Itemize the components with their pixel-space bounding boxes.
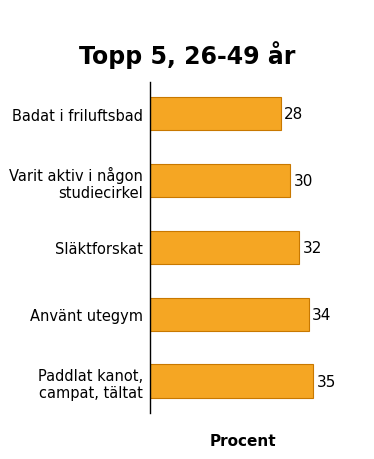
Bar bbox=[150, 164, 290, 198]
Text: 34: 34 bbox=[312, 307, 332, 322]
Text: Procent: Procent bbox=[210, 433, 276, 448]
Text: Topp 5, 26-49 år: Topp 5, 26-49 år bbox=[79, 41, 295, 69]
Text: 35: 35 bbox=[317, 374, 336, 389]
Bar bbox=[150, 231, 299, 264]
Bar bbox=[150, 365, 313, 398]
Text: 30: 30 bbox=[294, 174, 313, 189]
Bar bbox=[150, 98, 280, 131]
Bar bbox=[150, 298, 309, 331]
Text: 32: 32 bbox=[303, 241, 322, 255]
Text: 28: 28 bbox=[284, 107, 303, 122]
